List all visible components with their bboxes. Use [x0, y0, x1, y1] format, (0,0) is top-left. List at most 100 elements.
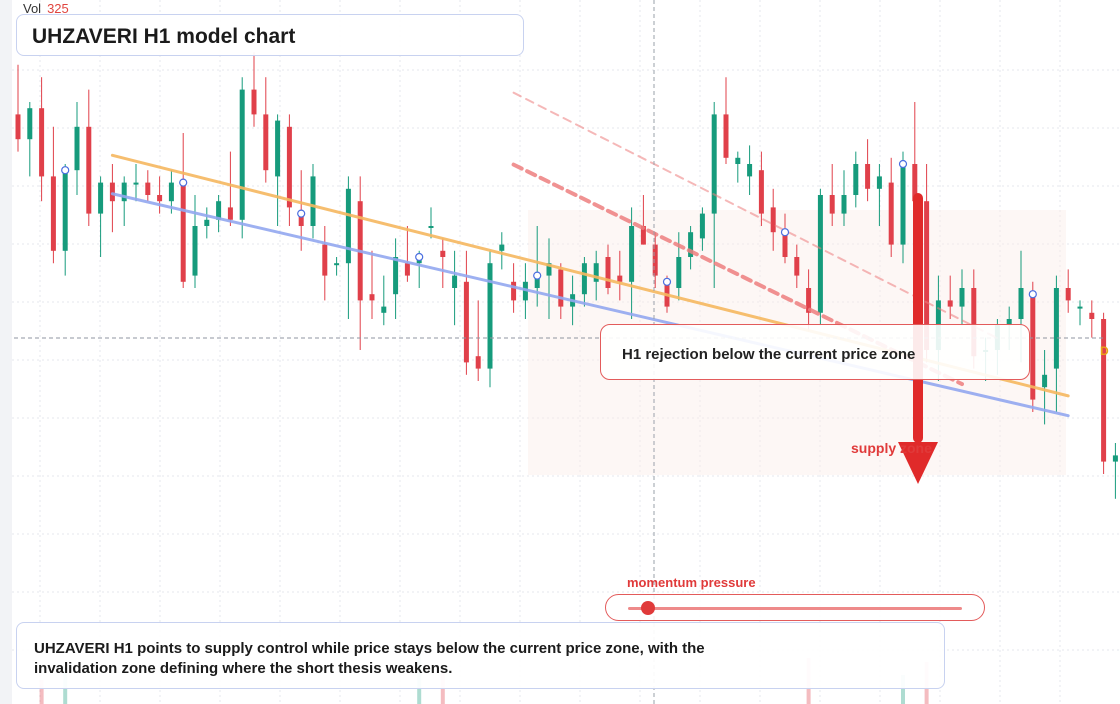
candle-body — [947, 300, 953, 307]
candle-body — [286, 126, 292, 208]
candle-body — [593, 263, 599, 282]
candle-body — [499, 244, 505, 251]
candle-body — [770, 207, 776, 233]
candle-body — [581, 263, 587, 295]
callout-text: H1 rejection below the current price zon… — [622, 346, 916, 363]
pivot-marker — [780, 228, 790, 237]
pivot-marker — [179, 178, 188, 187]
supply-arrow-shaft — [913, 193, 923, 443]
candle-body — [157, 195, 163, 202]
candle-body — [853, 164, 859, 195]
supply-arrow — [898, 193, 938, 484]
volume-value: 325 — [47, 1, 69, 16]
candle-body — [192, 226, 198, 276]
candle-body — [699, 213, 705, 239]
candle-body — [239, 89, 245, 220]
candle-body — [1077, 306, 1083, 309]
candle-body — [971, 288, 977, 357]
candle-body — [251, 89, 257, 115]
candle-body — [334, 263, 340, 266]
candle-body — [62, 170, 68, 251]
volume-label: Vol — [23, 1, 42, 16]
analysis-note-box: UHZAVERI H1 points to supply control whi… — [16, 622, 945, 689]
candle-body — [109, 182, 115, 202]
candle-body — [1089, 312, 1095, 319]
candle-body — [924, 201, 930, 350]
supply-zone-label: supply zone — [851, 440, 932, 456]
candle-body — [806, 288, 812, 313]
analysis-note: UHZAVERI H1 points to supply control whi… — [34, 640, 705, 677]
candle-body — [1018, 288, 1024, 319]
candle-body — [452, 275, 458, 288]
momentum-label: momentum pressure — [627, 575, 756, 590]
candle-body — [688, 232, 694, 257]
candle-body — [133, 182, 139, 185]
candles — [15, 52, 1118, 499]
chart-title-box: UHZAVERI H1 model chart — [16, 14, 524, 56]
pivot-marker — [1028, 290, 1037, 299]
pivot-marker — [297, 209, 306, 218]
candle-body — [404, 263, 410, 276]
momentum-slider[interactable] — [605, 594, 985, 621]
volume-readout: Vol 325 — [23, 1, 69, 16]
candle-body — [263, 114, 269, 171]
candle-body — [782, 232, 788, 257]
candle-body — [74, 126, 80, 171]
candle-body — [747, 164, 753, 177]
candle-body — [463, 281, 469, 363]
candle-body — [534, 275, 540, 288]
candle-body — [888, 182, 894, 245]
candle-body — [345, 188, 351, 264]
candle-body — [546, 263, 552, 276]
chart-title: UHZAVERI H1 model chart — [32, 25, 296, 48]
candle-body — [841, 195, 847, 214]
candle-body — [617, 275, 623, 282]
pivot-marker — [415, 252, 424, 262]
candle-body — [440, 250, 446, 257]
candle-body — [912, 164, 918, 202]
candle-body — [475, 356, 481, 369]
candle-body — [381, 306, 387, 313]
end-marker: D — [1100, 344, 1109, 358]
candle-body — [817, 195, 823, 313]
candle-body — [216, 201, 222, 220]
candle-body — [758, 170, 764, 214]
candle-body — [86, 126, 92, 214]
candle-body — [1101, 319, 1107, 462]
candle-body — [794, 257, 800, 276]
candle-body — [1112, 455, 1118, 462]
candle-body — [121, 182, 127, 202]
candle-body — [168, 182, 174, 202]
momentum-track-line — [628, 607, 962, 610]
candle-body — [322, 244, 328, 276]
candle-body — [640, 226, 646, 245]
candle-body — [393, 257, 399, 295]
candle-body — [959, 288, 965, 307]
candle-body — [652, 244, 658, 276]
candle-body — [298, 213, 304, 226]
pivot-marker — [533, 271, 542, 280]
volume-bar — [39, 680, 44, 704]
pivot-marker — [61, 166, 70, 175]
candle-body — [735, 157, 741, 164]
rejection-callout: H1 rejection below the current price zon… — [600, 324, 1030, 380]
candle-body — [511, 281, 517, 301]
candle-body — [369, 294, 375, 301]
candle-body — [487, 263, 493, 369]
candle-body — [711, 114, 717, 214]
candle-body — [1053, 288, 1059, 369]
candle-body — [27, 108, 33, 140]
volume-bar — [901, 675, 905, 704]
candle-body — [180, 182, 186, 282]
candle-body — [605, 257, 611, 288]
candle-body — [1042, 374, 1048, 388]
candle-body — [15, 114, 21, 140]
trendline-channel-lower — [511, 162, 964, 387]
pivot-markers — [61, 159, 1037, 299]
candle-body — [275, 120, 281, 177]
candle-body — [39, 108, 45, 177]
candle-body — [876, 176, 882, 189]
candle-body — [145, 182, 151, 195]
momentum-knob[interactable] — [641, 601, 656, 615]
candle-body — [676, 257, 682, 288]
